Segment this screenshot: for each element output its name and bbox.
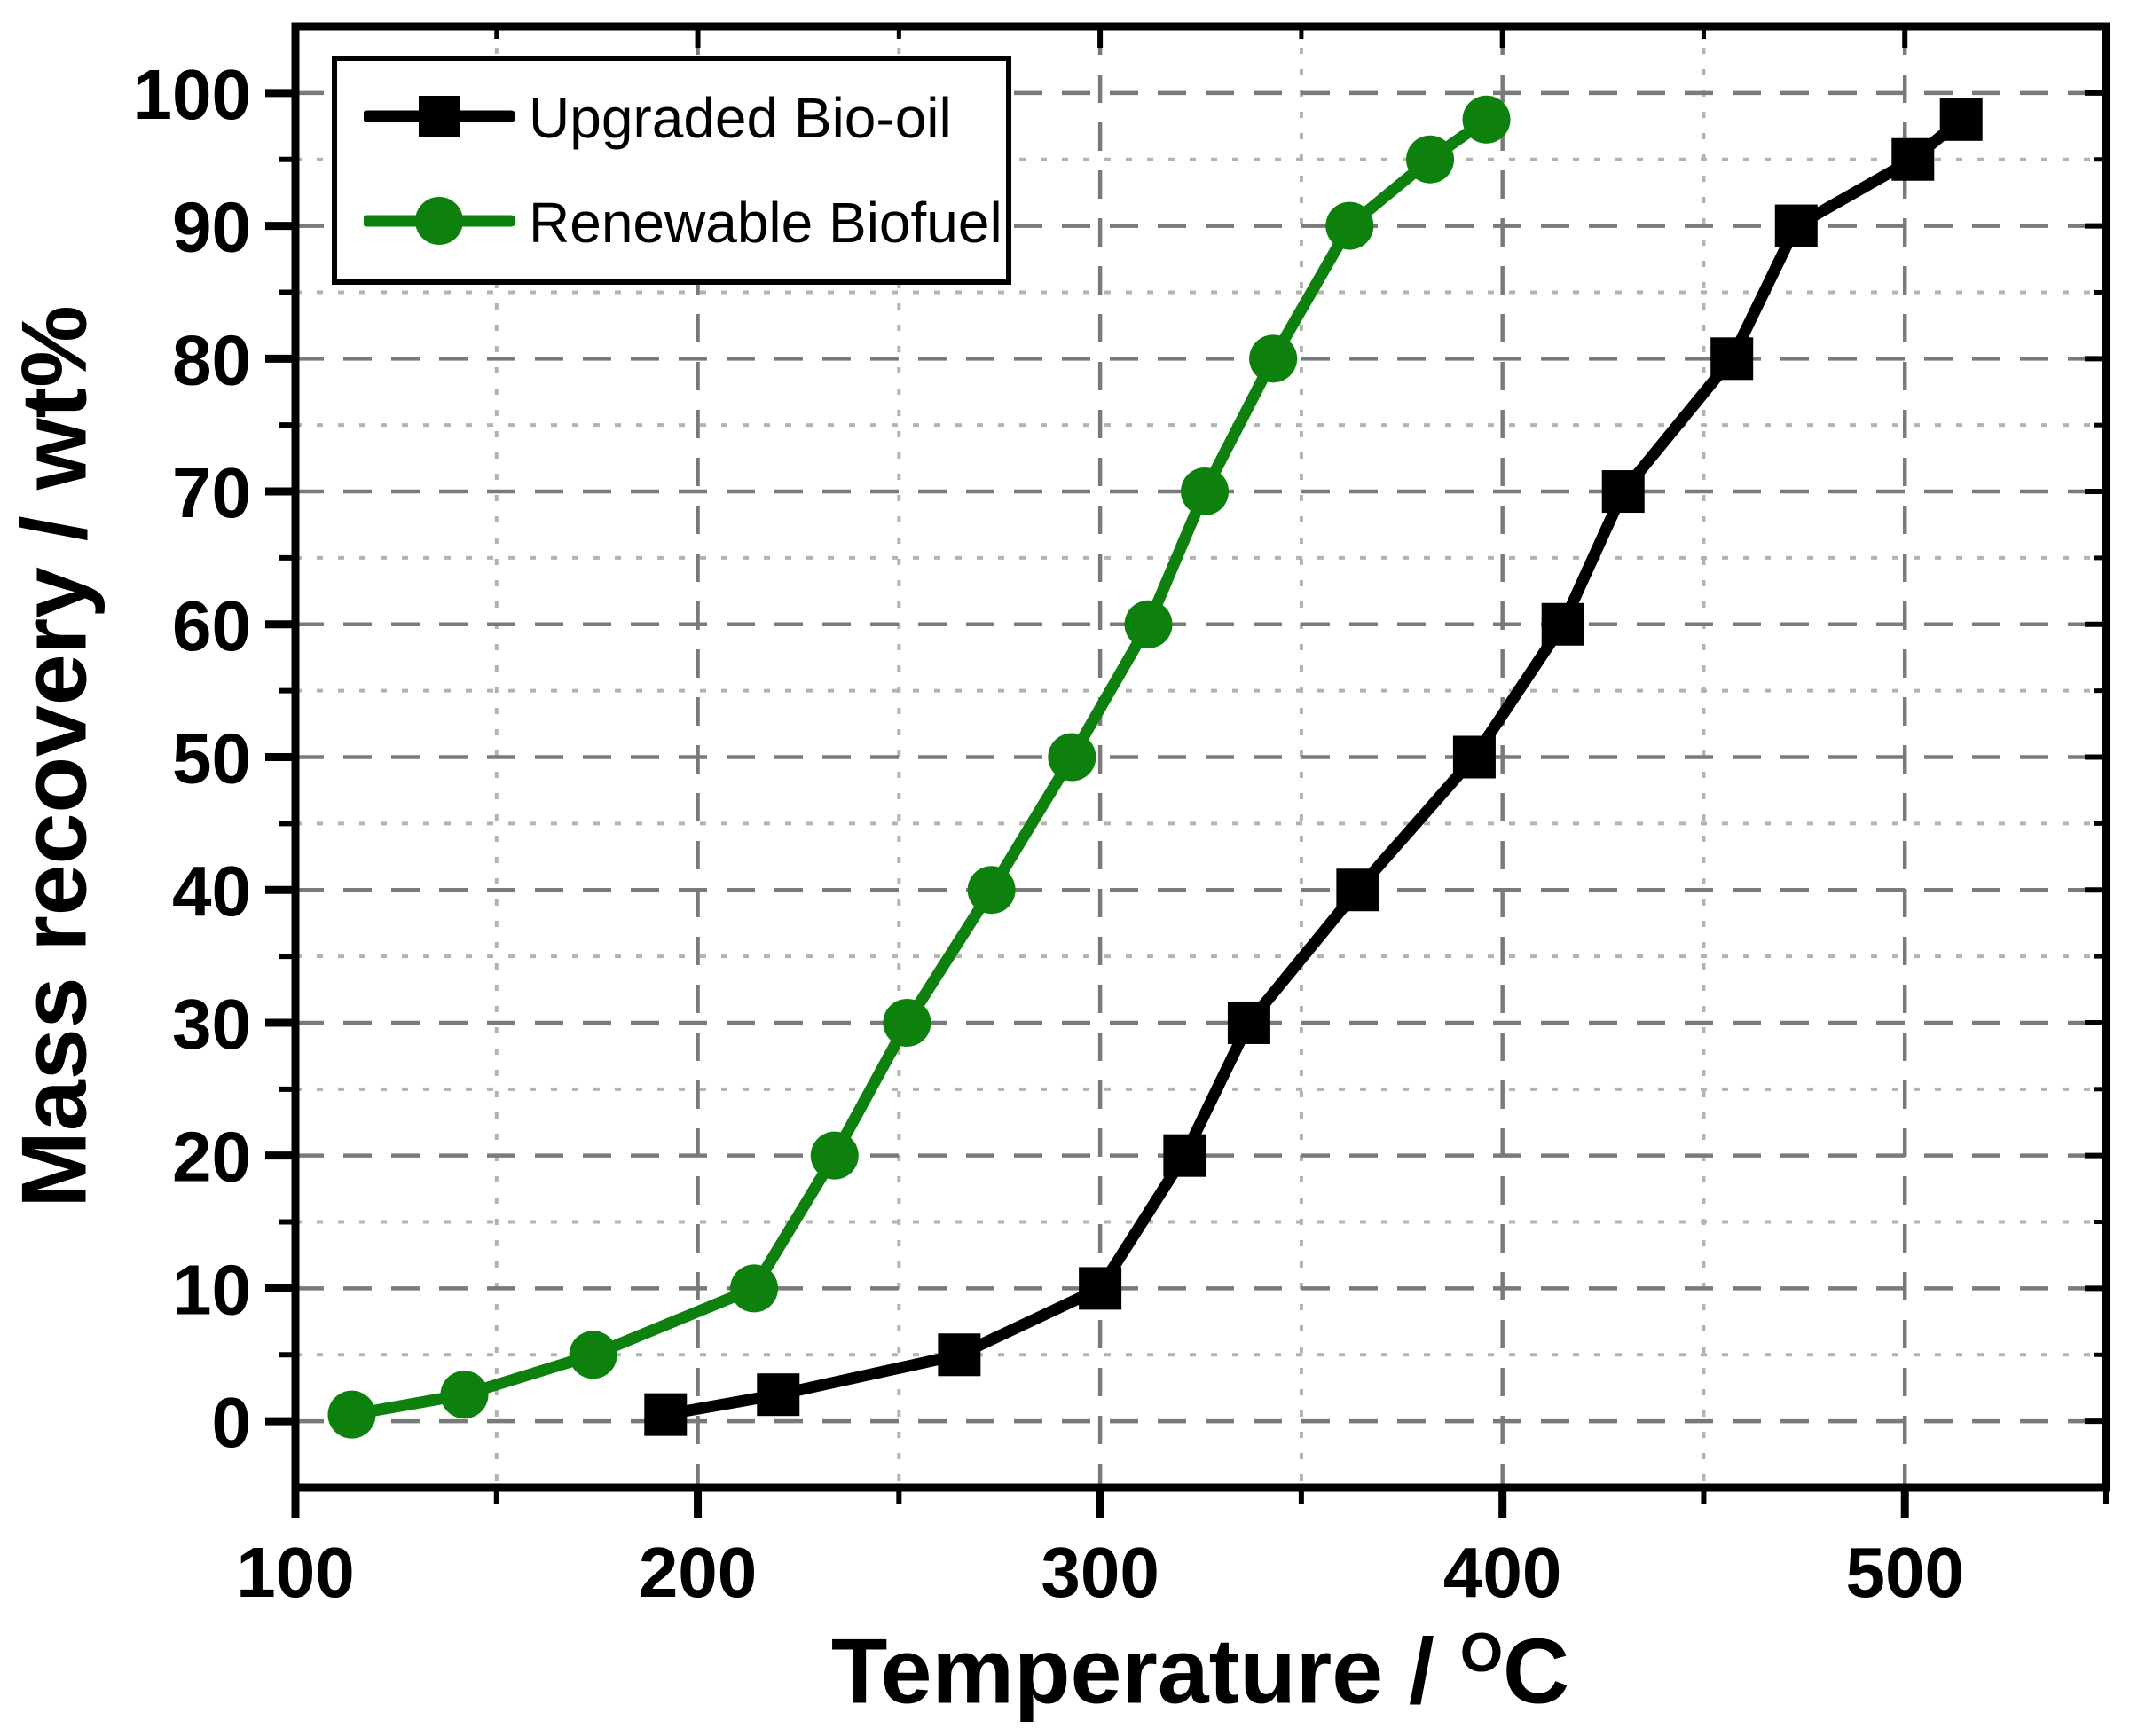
y-tick-label: 60 <box>172 586 251 665</box>
data-point-square <box>1336 868 1379 912</box>
data-point-square <box>1774 204 1818 247</box>
x-tick-label: 100 <box>236 1533 354 1612</box>
data-point-circle <box>327 1390 376 1439</box>
data-point-square <box>1079 1267 1122 1310</box>
data-point-circle <box>810 1131 859 1180</box>
legend-marker-black-square-icon <box>361 81 517 156</box>
data-point-square <box>938 1333 981 1377</box>
x-axis-title: Temperature / OC <box>831 1620 1569 1725</box>
data-point-circle <box>967 866 1016 915</box>
data-point-circle <box>1249 334 1298 383</box>
data-point-square <box>1227 1001 1270 1044</box>
legend-item-upgraded-bio-oil: Upgraded Bio-oil <box>361 69 1006 167</box>
y-tick-label: 80 <box>172 320 251 399</box>
y-tick-label: 0 <box>212 1383 252 1462</box>
y-tick-label: 50 <box>172 719 251 798</box>
legend-marker-green-circle-icon <box>361 185 517 261</box>
data-point-square <box>644 1393 688 1436</box>
y-tick-label: 10 <box>172 1250 251 1329</box>
data-point-square <box>1452 735 1496 779</box>
data-point-square <box>1163 1134 1206 1177</box>
legend-swatch-svg <box>361 196 517 245</box>
legend-label-upgraded-bio-oil: Upgraded Bio-oil <box>529 86 952 150</box>
legend-label-renewable-biofuel: Renewable Biofuel <box>529 191 1002 255</box>
data-point-square <box>1541 602 1584 646</box>
x-axis-title-text: Temperature / <box>830 1620 1460 1724</box>
y-axis-title: Mass recovery / wt% <box>3 305 106 1208</box>
axis-tick-labels: 100 200 300 400 500 0 10 20 30 40 50 60 70 80 90 100 <box>133 55 1964 1612</box>
data-point-circle <box>1181 467 1230 516</box>
data-point-square <box>1710 337 1754 381</box>
x-tick-label: 400 <box>1443 1533 1561 1612</box>
data-point-square <box>1601 470 1645 514</box>
y-tick-label: 100 <box>133 55 251 134</box>
x-tick-label: 300 <box>1041 1533 1159 1612</box>
legend-swatch-svg <box>361 95 517 137</box>
series-line <box>659 114 1968 1421</box>
data-point-circle <box>569 1331 617 1379</box>
data-point-circle <box>1048 733 1096 782</box>
y-tick-label: 70 <box>172 453 251 532</box>
data-point-circle <box>1325 201 1374 250</box>
data-point-circle <box>440 1371 489 1419</box>
grid-major <box>295 27 2106 1488</box>
legend-box: Upgraded Bio-oil Renewable Biofuel <box>332 56 1011 285</box>
data-point-square <box>757 1373 800 1417</box>
legend-item-renewable-biofuel: Renewable Biofuel <box>361 174 1006 271</box>
degree-symbol: O <box>1459 1622 1504 1684</box>
y-tick-label: 90 <box>172 188 251 267</box>
series-upgraded-bio-oil <box>644 98 1983 1436</box>
x-tick-label: 500 <box>1845 1533 1963 1612</box>
series-line <box>345 114 1493 1421</box>
y-tick-label: 30 <box>172 985 251 1064</box>
y-tick-label: 40 <box>172 852 251 931</box>
y-tick-label: 20 <box>172 1118 251 1197</box>
data-point-circle <box>1406 135 1455 184</box>
data-point-square <box>1939 98 1983 141</box>
data-point-circle <box>730 1264 779 1313</box>
x-axis-title-unit: C <box>1503 1620 1570 1724</box>
data-point-circle <box>883 998 931 1047</box>
data-point-circle <box>1124 600 1173 648</box>
data-point-square <box>1891 137 1935 181</box>
axis-ticks <box>265 27 2109 1518</box>
series-renewable-biofuel <box>327 95 1511 1439</box>
data-point-circle <box>1462 95 1511 144</box>
x-tick-label: 200 <box>639 1533 757 1612</box>
